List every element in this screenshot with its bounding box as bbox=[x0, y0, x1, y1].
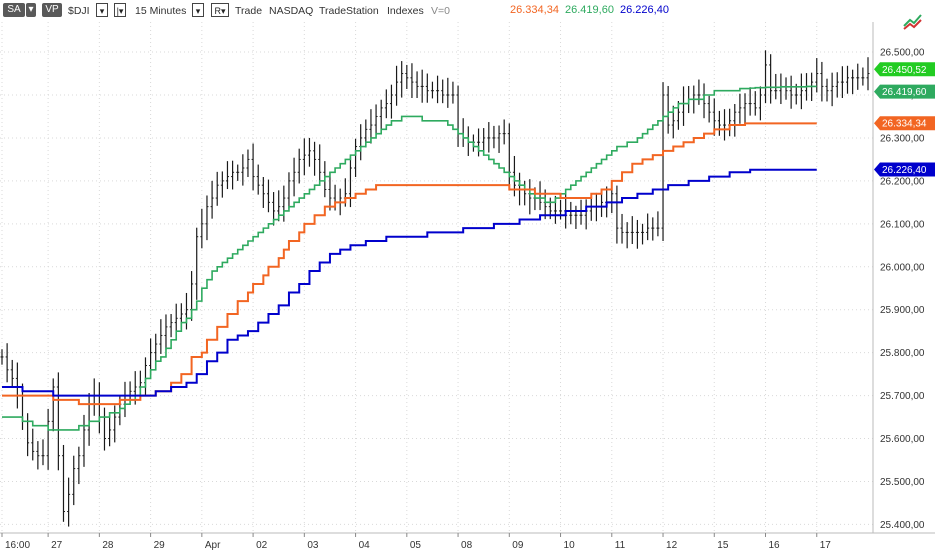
last-value-orange: 26.334,34 bbox=[510, 4, 559, 16]
trend-logo-icon[interactable] bbox=[902, 12, 924, 32]
vp-button[interactable]: VP bbox=[42, 3, 62, 17]
price-tag-label: 26.450,52 bbox=[882, 65, 927, 76]
x-tick-label: 05 bbox=[410, 540, 422, 551]
bar-type-dropdown-icon[interactable]: |▾ bbox=[114, 3, 126, 17]
indicator-lines bbox=[2, 85, 817, 431]
y-tick-label: 25.700,00 bbox=[880, 391, 925, 402]
x-tick-label: 03 bbox=[307, 540, 319, 551]
price-tag-bg bbox=[874, 62, 935, 77]
y-tick-label: 26.000,00 bbox=[880, 262, 925, 273]
indicator-line-2 bbox=[2, 168, 817, 397]
r-dropdown-button[interactable]: R▾ bbox=[211, 3, 229, 17]
y-tick-label: 25.800,00 bbox=[880, 348, 925, 359]
price-tag-label: 26.419,60 bbox=[882, 87, 927, 98]
y-tick-label: 25.400,00 bbox=[880, 520, 925, 531]
chart-toolbar: SA ▾ VP $DJI ▾ |▾ 15 Minutes ▾ R▾ Trade … bbox=[0, 0, 935, 22]
y-tick-label: 25.900,00 bbox=[880, 305, 925, 316]
interval-dropdown-icon[interactable]: ▾ bbox=[192, 3, 204, 17]
x-tick-label: 10 bbox=[564, 540, 576, 551]
y-tick-label: 26.500,00 bbox=[880, 48, 925, 59]
price-tag: 26.226,40 bbox=[874, 162, 935, 177]
price-tag-bg bbox=[874, 84, 935, 99]
price-tag-bg bbox=[874, 116, 935, 131]
sa-button[interactable]: SA bbox=[3, 3, 25, 17]
chart-grid bbox=[0, 22, 873, 533]
sa-label: SA bbox=[7, 4, 21, 15]
time-axis[interactable]: 16:00 27 28 29 Apr 02 03 04 05 08 09 10 11 12 15 16 17 bbox=[1, 533, 832, 551]
y-tick-label: 26.300,00 bbox=[880, 133, 925, 144]
x-tick-label: 09 bbox=[512, 540, 524, 551]
x-tick-label: 27 bbox=[51, 540, 63, 551]
y-tick-label: 25.500,00 bbox=[880, 477, 925, 488]
sa-dropdown-icon[interactable]: ▾ bbox=[26, 3, 36, 17]
price-tag-label: 26.334,34 bbox=[882, 119, 927, 130]
price-tag: 26.450,52 bbox=[874, 62, 935, 77]
y-tick-label: 26.200,00 bbox=[880, 176, 925, 187]
x-tick-label: 29 bbox=[154, 540, 166, 551]
last-value-green: 26.419,60 bbox=[565, 4, 614, 16]
price-tag-label: 26.226,40 bbox=[882, 165, 927, 176]
price-axis-separator bbox=[0, 22, 935, 534]
y-tick-label: 26.100,00 bbox=[880, 219, 925, 230]
indicator-line-0 bbox=[2, 85, 817, 431]
x-tick-label: 08 bbox=[461, 540, 473, 551]
price-tag-bg bbox=[874, 162, 935, 177]
vp-label: VP bbox=[45, 4, 59, 15]
interval-label[interactable]: 15 Minutes bbox=[135, 5, 187, 17]
x-tick-label: 15 bbox=[717, 540, 729, 551]
price-tag: 26.419,60 bbox=[874, 84, 935, 99]
x-tick-label: 11 bbox=[615, 540, 626, 551]
x-tick-label: 02 bbox=[256, 540, 268, 551]
last-value-blue: 26.226,40 bbox=[620, 4, 669, 16]
indicator-line-1 bbox=[2, 122, 817, 406]
y-tick-label: 25.600,00 bbox=[880, 434, 925, 445]
volume-label: V=0 bbox=[431, 5, 450, 17]
exchange-label: NASDAQ bbox=[269, 5, 314, 17]
x-tick-label: 12 bbox=[666, 540, 678, 551]
symbol-label[interactable]: $DJI bbox=[68, 5, 90, 17]
category-label: Trade bbox=[235, 5, 263, 17]
price-tags: 26.450,52 26.419,60 26.334,34 26.226,40 bbox=[874, 62, 935, 177]
x-tick-label: 28 bbox=[102, 540, 114, 551]
r-label: R bbox=[214, 6, 221, 16]
price-tag: 26.334,34 bbox=[874, 116, 935, 131]
type-label: Indexes bbox=[387, 5, 424, 17]
r-dropdown-icon: ▾ bbox=[220, 6, 226, 16]
x-tick-label: 04 bbox=[359, 540, 371, 551]
x-tick-label: 16 bbox=[769, 540, 781, 551]
x-tick-label: Apr bbox=[205, 540, 221, 551]
source-label: TradeStation bbox=[319, 5, 379, 17]
x-tick-label: 16:00 bbox=[5, 540, 30, 551]
price-bars bbox=[0, 50, 870, 527]
symbol-dropdown-icon[interactable]: ▾ bbox=[96, 3, 108, 17]
x-tick-label: 17 bbox=[820, 540, 832, 551]
